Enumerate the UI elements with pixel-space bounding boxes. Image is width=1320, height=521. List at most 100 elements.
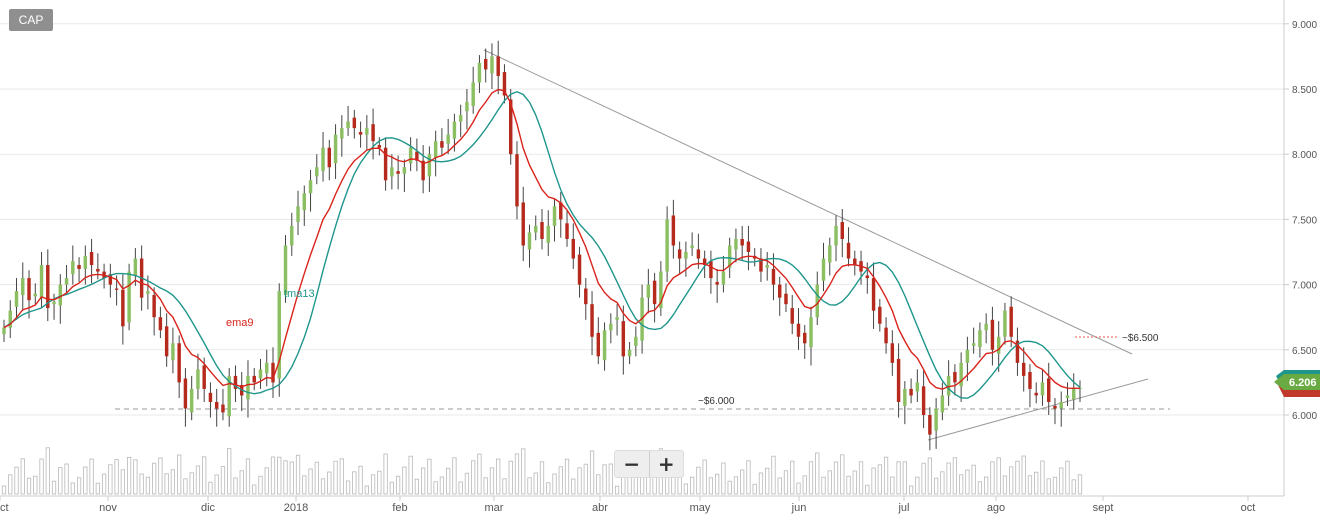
x-tick-label: 2018 bbox=[284, 502, 308, 514]
volume-bar bbox=[402, 466, 407, 495]
zoom-in-button[interactable]: + bbox=[648, 451, 684, 477]
ema9-line bbox=[3, 88, 1080, 390]
candle-body bbox=[771, 268, 776, 285]
volume-bar bbox=[602, 464, 607, 495]
volume-bar bbox=[220, 466, 226, 495]
candle-body bbox=[171, 343, 175, 361]
axes bbox=[0, 0, 1285, 497]
candle-body bbox=[277, 291, 281, 379]
candle-body bbox=[552, 206, 557, 226]
x-tick-label: feb bbox=[392, 502, 407, 514]
candle-body bbox=[509, 99, 513, 155]
volume-bar bbox=[977, 481, 983, 495]
ticker-badge[interactable]: CAP bbox=[9, 9, 53, 31]
volume-bar bbox=[439, 476, 445, 495]
volume-bar bbox=[496, 458, 501, 495]
volume-bar bbox=[865, 484, 870, 495]
candle-body bbox=[415, 151, 419, 161]
volume-bar bbox=[245, 458, 251, 495]
candle-body bbox=[759, 258, 763, 272]
candle-body bbox=[189, 388, 194, 413]
x-tick-label: ct bbox=[0, 502, 9, 514]
volume-bar bbox=[1077, 474, 1083, 495]
candle-body bbox=[584, 288, 588, 305]
resistance-trendline bbox=[483, 49, 1133, 355]
volume-bar bbox=[564, 458, 570, 495]
candle-body bbox=[290, 225, 294, 246]
candle-body bbox=[715, 281, 719, 285]
volume-bar bbox=[489, 467, 495, 495]
candle-body bbox=[21, 278, 25, 296]
ema-series-label: ema9 bbox=[226, 317, 254, 329]
y-tick-label: 7.500 bbox=[1292, 215, 1317, 226]
volume-bar bbox=[408, 455, 413, 495]
moving-averages bbox=[3, 88, 1081, 399]
volume-bar bbox=[177, 454, 182, 495]
volume-bar bbox=[1021, 455, 1026, 495]
zoom-controls: − + bbox=[614, 450, 684, 478]
candle-body bbox=[915, 382, 920, 392]
candle-body bbox=[896, 358, 901, 402]
volume-bar bbox=[708, 477, 714, 495]
volume-bar bbox=[83, 466, 88, 495]
last-price-value: 6.206 bbox=[1289, 377, 1317, 389]
candle-body bbox=[358, 132, 363, 135]
y-tick-label: 8.000 bbox=[1292, 150, 1317, 161]
volume-bar bbox=[108, 464, 113, 495]
candle-body bbox=[427, 154, 432, 177]
candle-body bbox=[408, 147, 413, 164]
candle-body bbox=[984, 323, 988, 331]
volume-bar bbox=[458, 481, 463, 495]
zoom-out-button[interactable]: − bbox=[623, 452, 641, 476]
x-tick-label: jun bbox=[791, 502, 807, 514]
volume-bar bbox=[514, 453, 520, 495]
volume-bar bbox=[1009, 466, 1014, 495]
volume-bar bbox=[252, 484, 257, 495]
candlesticks bbox=[2, 40, 1082, 451]
volume-bar bbox=[733, 476, 739, 495]
candle-body bbox=[327, 147, 332, 168]
volume-bar bbox=[502, 478, 507, 495]
candle-body bbox=[321, 147, 325, 172]
candle-body bbox=[308, 180, 313, 194]
x-tick-label: sept bbox=[1093, 502, 1114, 514]
tma13-line bbox=[3, 90, 1081, 399]
candle-body bbox=[765, 265, 769, 268]
volume-bar bbox=[777, 477, 782, 495]
candle-body bbox=[834, 225, 838, 246]
candle-body bbox=[1053, 405, 1057, 409]
candle-body bbox=[778, 284, 782, 298]
candle-body bbox=[58, 284, 63, 306]
volume-bar bbox=[527, 477, 532, 495]
volume-bar bbox=[183, 478, 188, 495]
candle-body bbox=[690, 245, 694, 249]
volume-bar bbox=[1065, 460, 1070, 495]
candle-body bbox=[934, 408, 938, 431]
candle-body bbox=[903, 388, 907, 406]
candle-body bbox=[1009, 306, 1013, 337]
resistance-annotation: ~$6.500 bbox=[1122, 333, 1159, 344]
volume-bar bbox=[208, 481, 213, 495]
candle-body bbox=[390, 167, 394, 177]
volume-bar bbox=[1046, 478, 1051, 495]
volume-bar bbox=[896, 461, 901, 495]
volume-bar bbox=[758, 472, 764, 495]
candle-body bbox=[621, 321, 626, 357]
candle-body bbox=[133, 258, 138, 276]
volume-bar bbox=[846, 475, 851, 495]
volume-bar bbox=[414, 478, 420, 495]
volume-bar bbox=[452, 457, 457, 495]
candle-body bbox=[158, 317, 163, 331]
volume-bar bbox=[533, 472, 538, 495]
candle-body bbox=[252, 375, 256, 383]
volume-bar bbox=[946, 462, 951, 495]
volume-bar bbox=[558, 466, 563, 495]
candle-body bbox=[940, 395, 945, 413]
candle-body bbox=[46, 265, 50, 309]
volume-bar bbox=[126, 456, 132, 495]
volume-bar bbox=[614, 485, 620, 495]
volume-bar bbox=[990, 461, 995, 495]
volume-bar bbox=[996, 457, 1001, 495]
